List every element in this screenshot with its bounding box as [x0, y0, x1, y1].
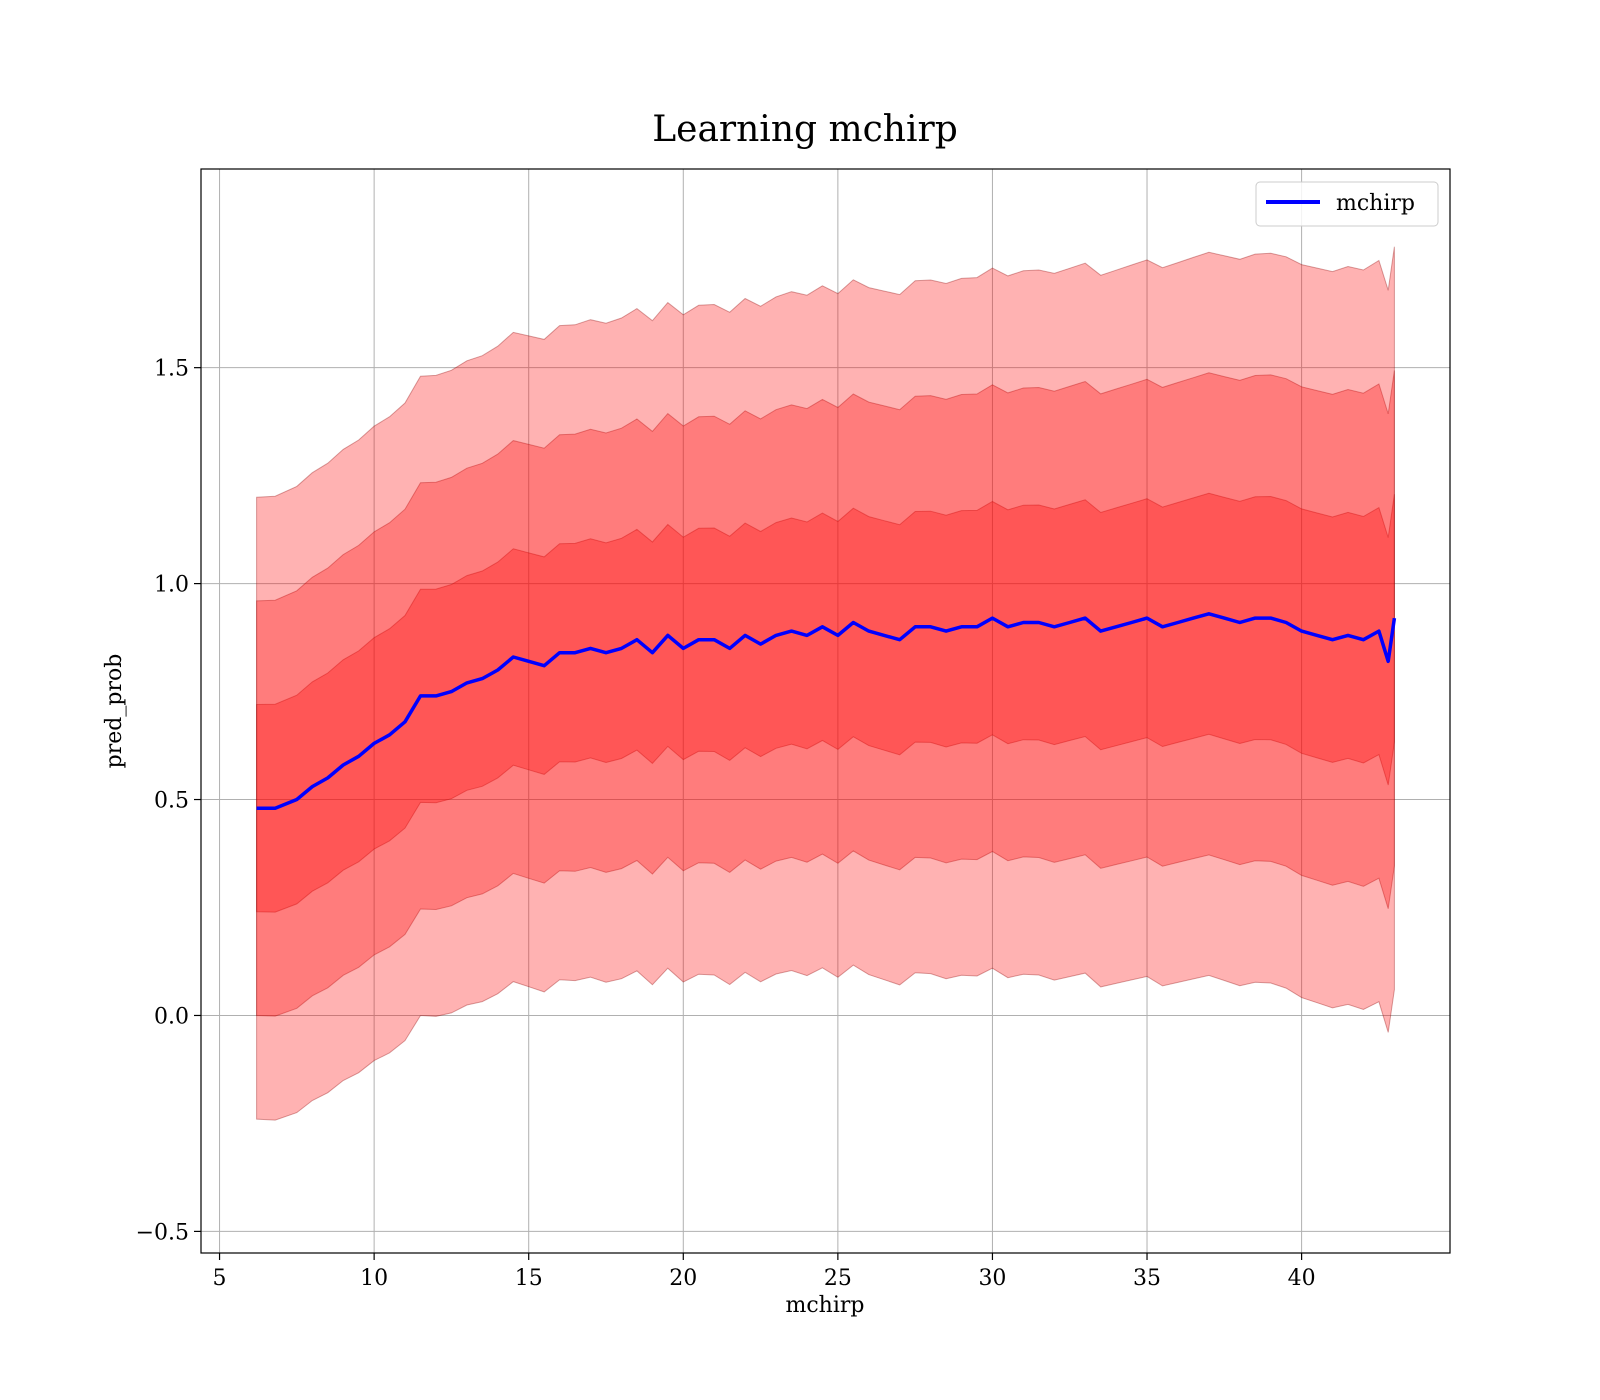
legend: mchirp: [1255, 181, 1439, 227]
confidence-band-1sigma: [256, 492, 1395, 913]
confidence-band-2sigma: [256, 370, 1395, 1017]
series-line-mchirp: [256, 612, 1397, 810]
y-axis-label: pred_prob: [102, 654, 127, 769]
x-tick-label: 20: [669, 1266, 697, 1291]
y-ticks: −0.5 0.0 0.5 1.0 1.5: [136, 357, 201, 1245]
x-tick-label: 5: [213, 1266, 227, 1291]
x-axis-label: mchirp: [786, 1293, 865, 1318]
confidence-band-3sigma: [256, 246, 1395, 1121]
grid-layer: [201, 169, 1450, 1253]
y-tick-label: 0.5: [154, 789, 189, 814]
x-tick-label: 25: [824, 1266, 852, 1291]
y-tick-label: 0.0: [154, 1004, 189, 1029]
plot-frame: [200, 168, 1451, 1254]
confidence-bands: [256, 246, 1395, 1121]
y-tick-label: 1.5: [154, 357, 189, 382]
chart-title: Learning mchirp: [652, 109, 958, 150]
x-ticks: 5 10 15 20 25 30 35 40: [213, 1253, 1316, 1291]
legend-label: mchirp: [1336, 191, 1415, 216]
x-tick-label: 30: [978, 1266, 1006, 1291]
x-tick-label: 15: [515, 1266, 543, 1291]
x-tick-label: 10: [360, 1266, 388, 1291]
y-tick-label: −0.5: [136, 1220, 189, 1245]
y-tick-label: 1.0: [154, 573, 189, 598]
x-tick-label: 35: [1133, 1266, 1161, 1291]
legend-box: [1255, 181, 1439, 227]
x-tick-label: 40: [1288, 1266, 1316, 1291]
line-layer: [256, 612, 1397, 810]
